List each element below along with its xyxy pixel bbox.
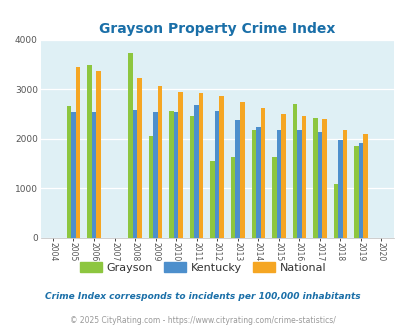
Bar [194,105,198,238]
Bar [169,112,173,238]
Bar [239,102,244,238]
Bar [173,112,178,238]
Bar [235,120,239,238]
Bar [301,116,305,238]
Bar [362,134,367,238]
Bar [312,118,317,238]
Bar [292,104,296,238]
Bar [66,106,71,238]
Bar [153,112,158,238]
Text: © 2025 CityRating.com - https://www.cityrating.com/crime-statistics/: © 2025 CityRating.com - https://www.city… [70,316,335,325]
Bar [149,136,153,238]
Bar [276,130,280,238]
Bar [178,92,183,238]
Bar [75,67,80,238]
Legend: Grayson, Kentucky, National: Grayson, Kentucky, National [75,258,330,278]
Bar [358,143,362,238]
Bar [230,157,235,238]
Bar [137,78,141,238]
Bar [280,114,285,238]
Bar [158,86,162,238]
Bar [214,111,219,238]
Bar [260,108,264,238]
Bar [321,119,326,238]
Bar [132,110,137,238]
Bar [317,132,321,238]
Text: Crime Index corresponds to incidents per 100,000 inhabitants: Crime Index corresponds to incidents per… [45,292,360,301]
Bar [296,130,301,238]
Bar [256,127,260,238]
Bar [251,130,256,238]
Bar [337,140,342,238]
Bar [198,92,203,238]
Bar [342,130,346,238]
Bar [353,146,358,238]
Bar [210,161,214,238]
Bar [87,65,92,238]
Bar [128,53,132,238]
Bar [219,96,224,238]
Title: Grayson Property Crime Index: Grayson Property Crime Index [99,22,335,36]
Bar [333,183,337,238]
Bar [92,112,96,238]
Bar [190,116,194,238]
Bar [71,112,75,238]
Bar [271,157,276,238]
Bar [96,71,100,238]
